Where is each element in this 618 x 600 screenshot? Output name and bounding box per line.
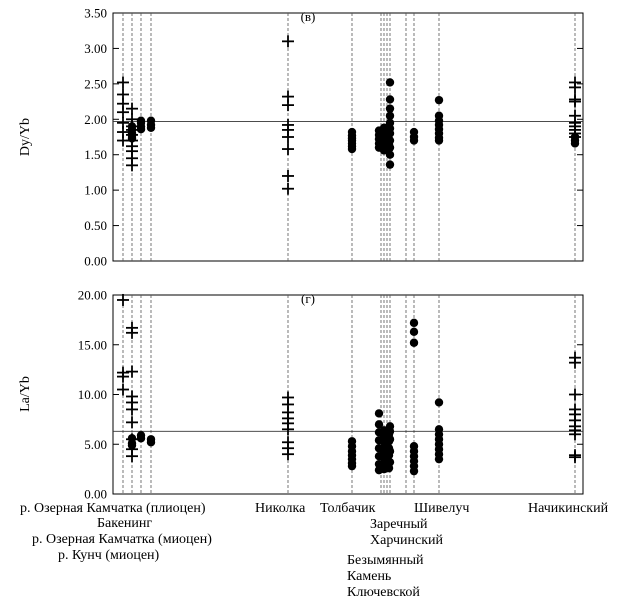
dot-point-камень <box>385 78 395 87</box>
site-label-klyuchevskoy: Ключевской <box>347 585 420 600</box>
plus-point-бакенинг <box>126 365 138 378</box>
panel-dy-yb-points <box>117 35 581 195</box>
site-label-ozernaya-pliocene: р. Озерная Камчатка (плиоцен) <box>20 501 206 516</box>
dot-point-шивелуч <box>434 398 444 407</box>
dot-point-камень <box>385 447 395 456</box>
plus-point-р-озерная-камчатка-плиоцен <box>117 76 129 89</box>
plus-point-николка <box>282 448 294 461</box>
y-tick-label: 2.50 <box>84 76 107 91</box>
dot-point-заречный <box>374 420 384 429</box>
plus-point-бакенинг <box>126 326 138 339</box>
plus-point-николка <box>282 35 294 48</box>
plus-point-р-озерная-камчатка-плиоцен <box>117 370 129 383</box>
dot-point-камень <box>385 150 395 159</box>
dot-point-камень <box>385 427 395 436</box>
site-label-bakening: Бакенинг <box>97 516 152 531</box>
plus-point-начикинский <box>569 451 581 464</box>
y-tick-label: 1.00 <box>84 183 107 198</box>
y-tick-label: 5.00 <box>84 437 107 452</box>
panel-dy-yb-guide-lines <box>122 13 576 261</box>
plus-point-начикинский <box>569 388 581 401</box>
panel-la-yb-points <box>117 293 581 476</box>
site-label-nikolka: Николка <box>255 501 306 516</box>
dot-point-камень <box>385 143 395 152</box>
site-label-ozernaya-miocene: р. Озерная Камчатка (миоцен) <box>32 532 212 547</box>
plus-point-р-озерная-камчатка-плиоцен <box>117 383 129 396</box>
plus-point-николка <box>282 131 294 143</box>
dot-point-р-кунч-миоцен <box>146 438 156 447</box>
plus-point-бакенинг <box>126 159 138 172</box>
dot-point-камень <box>385 457 395 467</box>
panel-dy-yb-label: (в) <box>301 9 316 24</box>
locality-labels: р. Озерная Камчатка (плиоцен) Николка То… <box>20 501 609 600</box>
dot-point-р-озерная-камчатка-миоцен <box>136 125 146 134</box>
plus-point-николка <box>282 423 294 436</box>
y-tick-label: 3.50 <box>84 6 107 21</box>
panel-dy-yb-frame <box>112 12 584 262</box>
dot-point-ключевской <box>409 466 419 476</box>
dot-point-ключевской <box>409 338 419 347</box>
site-label-kunch-miocene: р. Кунч (миоцен) <box>58 548 160 563</box>
y-tick-label: 0.00 <box>84 254 107 269</box>
dot-point-камень <box>385 160 395 169</box>
site-label-zarechny: Заречный <box>370 517 428 532</box>
panel-dy-yb-y-axis: 0.00 0.50 1.00 1.50 2.00 2.50 3.00 3.50 <box>84 6 583 269</box>
dot-point-шивелуч <box>434 136 444 145</box>
dot-point-камень <box>385 136 395 145</box>
panel-la-yb: 0.00 5.00 10.00 15.00 20.00 (г) La/Yb <box>18 288 584 502</box>
y-tick-label: 0.50 <box>84 218 107 233</box>
dot-point-бакенинг <box>127 441 137 450</box>
dot-point-шивелуч <box>434 454 444 464</box>
dot-point-ключевской <box>409 318 419 328</box>
dot-point-начикинский <box>570 139 580 148</box>
dot-point-ключевской <box>409 136 419 145</box>
plus-point-николка <box>282 99 294 112</box>
plus-point-р-озерная-камчатка-плиоцен <box>117 106 129 119</box>
y-tick-label: 2.00 <box>84 112 107 127</box>
site-label-nachikinsky: Начикинский <box>528 501 609 516</box>
dot-point-р-кунч-миоцен <box>146 123 156 132</box>
y-tick-label: 15.00 <box>78 337 107 352</box>
plus-point-бакенинг <box>126 102 138 115</box>
dot-point-камень <box>385 129 395 138</box>
plus-point-бакенинг <box>126 403 138 416</box>
dot-point-заречный <box>374 409 384 418</box>
site-label-tolbachik: Толбачик <box>320 501 376 516</box>
panel-la-yb-y-axis: 0.00 5.00 10.00 15.00 20.00 <box>78 288 583 502</box>
plus-point-бакенинг <box>126 450 138 463</box>
y-tick-label: 3.00 <box>84 41 107 56</box>
plus-point-бакенинг <box>126 416 138 429</box>
dot-point-камень <box>385 111 395 120</box>
plus-point-начикинский <box>569 95 581 108</box>
y-tick-label: 20.00 <box>78 288 107 303</box>
dot-point-камень <box>385 435 395 444</box>
dot-point-шивелуч <box>434 95 444 105</box>
y-tick-label: 1.50 <box>84 147 107 162</box>
panel-dy-yb-y-axis-label: Dy/Yb <box>18 118 33 156</box>
dot-point-камень <box>385 95 395 104</box>
panel-la-yb-y-axis-label: La/Yb <box>18 376 33 412</box>
dot-point-толбачик <box>347 144 357 154</box>
y-tick-label: 10.00 <box>78 387 107 402</box>
dot-point-толбачик <box>347 461 357 471</box>
plus-point-николка <box>282 169 294 182</box>
panel-dy-yb: 0.00 0.50 1.00 1.50 2.00 2.50 3.00 3.50 (в) Dy/… <box>18 6 584 269</box>
plus-point-начикинский <box>569 81 581 94</box>
plus-point-николка <box>282 182 294 195</box>
y-tick-label: 0.00 <box>84 487 107 502</box>
plus-point-начикинский <box>569 428 581 441</box>
dot-point-р-озерная-камчатка-миоцен <box>136 434 146 443</box>
site-label-kharchinsky: Харчинский <box>370 533 444 548</box>
site-label-shiveluch: Шивелуч <box>414 501 469 516</box>
site-label-bezymianny: Безымянный <box>347 553 424 568</box>
dot-point-ключевской <box>409 327 419 337</box>
panel-la-yb-label: (г) <box>301 291 315 306</box>
plus-point-р-озерная-камчатка-плиоцен <box>117 293 129 306</box>
plus-point-начикинский <box>569 356 581 369</box>
dot-point-бакенинг <box>127 134 137 143</box>
plus-point-николка <box>282 143 294 156</box>
dot-point-камень <box>385 104 395 113</box>
site-label-kamen: Камень <box>347 569 391 584</box>
